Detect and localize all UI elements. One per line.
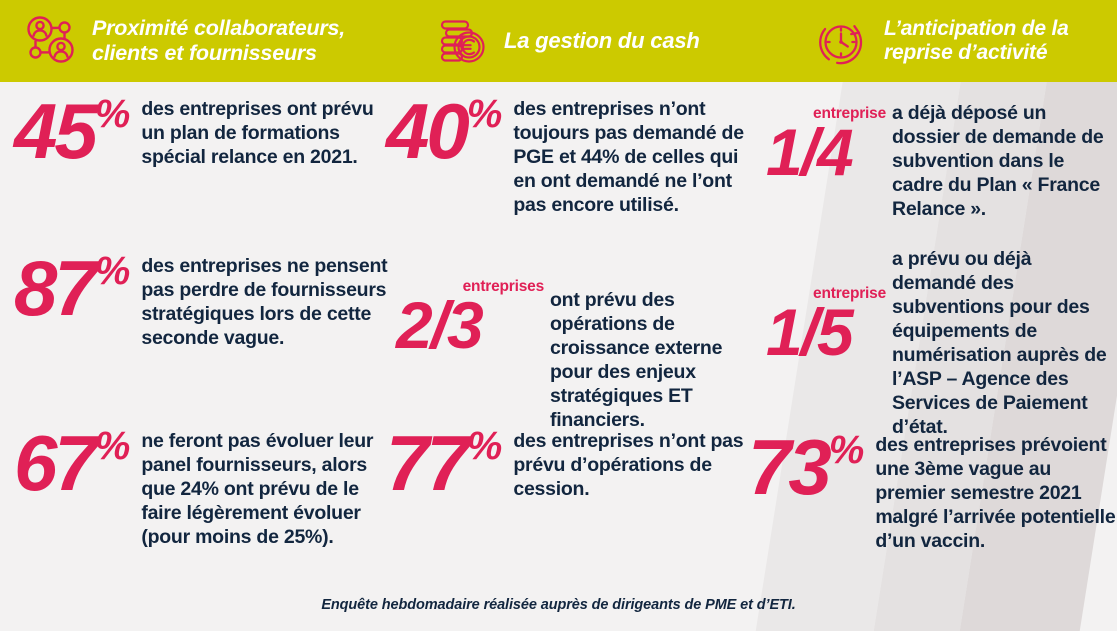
stat-description: ont prévu des opérations de croissance e…	[550, 289, 723, 431]
stat-unit: %	[94, 249, 131, 293]
stat-description: des entreprises n’ont toujours pas deman…	[513, 98, 744, 216]
header-title-cash: La gestion du cash	[504, 28, 700, 54]
header-section-anticipation: L’anticipation de la reprise d’activité	[800, 0, 1117, 82]
people-network-icon	[18, 9, 82, 73]
footnote: Enquête hebdomadaire réalisée auprès de …	[321, 597, 796, 613]
stat-value: 2/3	[396, 287, 484, 362]
stat-unit: %	[94, 92, 131, 136]
stat-card: 40% des entreprises n’ont toujours pas d…	[386, 87, 764, 218]
stat-value: 1/4	[766, 114, 854, 189]
stat-card: entreprises 2/3 ont prévu des opérations…	[396, 279, 764, 433]
clock-refresh-icon	[810, 9, 874, 73]
stat-card: 45% des entreprises ont prévu un plan de…	[14, 87, 390, 175]
header-section-proximite: Proximité collaborateurs, clients et fou…	[0, 0, 408, 82]
stat-sublabel: entreprises	[462, 278, 545, 295]
header-title-proximite: Proximité collaborateurs, clients et fou…	[92, 16, 346, 65]
stat-figure: 40%	[386, 87, 502, 175]
stat-description: a déjà déposé un dossier de demande de s…	[892, 102, 1104, 220]
header-bar: Proximité collaborateurs, clients et fou…	[0, 0, 1117, 82]
stat-value: 67	[14, 419, 98, 507]
stat-value: 1/5	[766, 294, 854, 369]
stat-value: 77	[386, 419, 470, 507]
stat-value: 73	[748, 423, 832, 511]
stat-value: 45	[14, 87, 98, 175]
stats-grid: 45% des entreprises ont prévu un plan de…	[0, 82, 1117, 631]
stat-card: 73% des entreprises prévoient une 3ème v…	[748, 423, 1117, 554]
stat-figure: 73%	[748, 423, 864, 511]
stat-value: 87	[14, 244, 98, 332]
coins-euro-icon	[430, 9, 494, 73]
column-proximite: 45% des entreprises ont prévu un plan de…	[0, 82, 390, 631]
header-section-cash: La gestion du cash	[408, 0, 800, 82]
stat-unit: %	[94, 424, 131, 468]
stat-unit: %	[828, 428, 865, 472]
stat-unit: %	[466, 424, 503, 468]
stat-card: 77% des entreprises n’ont pas prévu d’op…	[386, 419, 764, 507]
stat-figure: 67%	[14, 419, 130, 507]
stat-figure: 87%	[14, 244, 130, 332]
column-cash: 40% des entreprises n’ont toujours pas d…	[378, 82, 763, 631]
stat-figure: 77%	[386, 419, 502, 507]
stat-description: des entreprises ont prévu un plan de for…	[141, 98, 374, 168]
stat-description: des entreprises prévoient une 3ème vague…	[875, 434, 1116, 552]
stat-figure: 45%	[14, 87, 130, 175]
column-anticipation: entreprise 1/4 a déjà déposé un dossier …	[748, 82, 1117, 631]
stat-description: des entreprises n’ont pas prévu d’opérat…	[513, 430, 744, 500]
header-title-anticipation: L’anticipation de la reprise d’activité	[884, 16, 1069, 64]
stat-figure: entreprises 2/3	[396, 278, 546, 362]
stat-value: 40	[386, 87, 470, 175]
stat-unit: %	[466, 92, 503, 136]
stat-card: 87% des entreprises ne pensent pas perdr…	[14, 244, 390, 351]
stat-card: 67% ne feront pas évoluer leur panel fou…	[14, 419, 390, 550]
stat-card: entreprise 1/4 a déjà déposé un dossier …	[766, 102, 1117, 222]
stat-figure: entreprise 1/5	[766, 286, 888, 369]
stat-figure: entreprise 1/4	[766, 106, 888, 189]
stat-card: entreprise 1/5 a prévu ou déjà demandé d…	[766, 248, 1117, 440]
stat-description: ne feront pas évoluer leur panel fournis…	[141, 430, 374, 548]
stat-description: des entreprises ne pensent pas perdre de…	[141, 255, 388, 349]
stat-description: a prévu ou déjà demandé des subventions …	[892, 248, 1107, 438]
